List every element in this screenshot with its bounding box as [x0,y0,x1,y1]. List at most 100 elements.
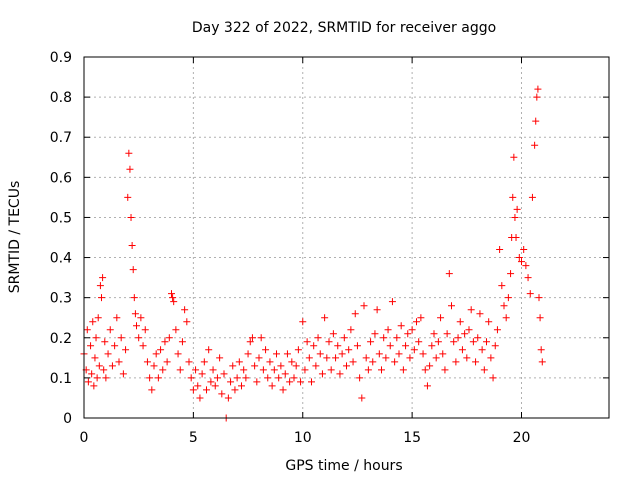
data-point [373,306,381,314]
data-point [504,294,512,302]
data-point [88,370,96,378]
data-point [299,318,307,326]
data-point [163,358,171,366]
data-point [124,193,132,201]
data-points [80,85,546,422]
y-tick-label: 0.5 [50,210,72,226]
data-point [286,378,294,386]
data-point [91,354,99,362]
chart-title: Day 322 of 2022, SRMTID for receiver agg… [192,20,496,36]
data-point [535,294,543,302]
data-point [312,362,320,370]
data-point [483,338,490,346]
data-point [498,282,506,290]
data-point [119,370,127,378]
data-point [314,334,322,342]
data-point [308,378,315,386]
data-point [96,282,104,290]
data-point [393,334,401,342]
data-point [445,270,453,278]
data-point [476,310,484,318]
data-point [360,302,368,310]
data-point [334,342,342,350]
data-point [303,338,311,346]
data-point [380,334,388,342]
data-point [456,318,464,326]
data-point [301,366,309,374]
data-point [532,117,540,125]
data-point [413,318,420,326]
data-point [253,378,261,386]
data-point [194,382,202,390]
data-point [522,262,530,270]
data-point [478,346,486,354]
data-point [148,386,156,394]
data-point [209,366,217,374]
data-point [430,330,438,338]
data-point [513,205,521,213]
data-point [382,354,390,362]
data-point [534,85,542,93]
data-point [168,290,175,298]
data-point [450,338,458,346]
data-point [321,314,329,322]
data-point [509,193,517,201]
data-point [297,378,305,386]
data-point [189,386,197,394]
data-point [502,314,510,322]
data-point [227,378,235,386]
data-point [356,374,364,382]
data-point [489,374,497,382]
data-point [259,366,267,374]
data-point [283,350,291,358]
data-point [127,213,135,221]
data-point [122,346,130,354]
y-tick-label: 0.7 [50,130,72,146]
data-point [426,362,434,370]
data-point [240,366,248,374]
data-point [224,394,232,402]
x-axis-label: GPS time / hours [285,458,402,474]
x-tick-label: 5 [189,430,198,446]
data-point [526,290,534,298]
data-point [84,378,92,386]
data-point [511,213,519,221]
data-point [441,366,449,374]
data-point [200,358,208,366]
y-axis-ticks: 0 0.1 0.2 0.3 0.4 0.5 0.6 0.7 0.8 0.9 [50,50,609,427]
data-point [172,326,180,334]
data-point [493,326,501,334]
data-point [391,358,399,366]
data-point [207,378,215,386]
data-point [531,141,539,149]
data-point [106,326,114,334]
data-point [154,374,162,382]
data-point [439,350,447,358]
data-point [137,314,145,322]
data-point [273,350,280,358]
data-point [386,342,394,350]
data-point [181,306,189,314]
data-point [448,302,455,310]
y-tick-label: 0.6 [50,170,72,186]
data-point [93,374,101,382]
data-point [323,354,331,362]
data-point [329,330,337,338]
data-point [358,394,366,402]
data-point [266,358,274,366]
data-point [275,374,283,382]
data-point [233,374,241,382]
data-point [384,326,392,334]
data-point [338,350,346,358]
data-point [485,318,493,326]
data-point [364,366,372,374]
data-point [419,350,427,358]
data-point [305,354,313,362]
data-point [288,358,296,366]
data-point [130,294,138,302]
data-point [454,334,462,342]
data-point [205,346,213,354]
data-point [92,334,100,342]
y-tick-label: 0.8 [50,90,72,106]
